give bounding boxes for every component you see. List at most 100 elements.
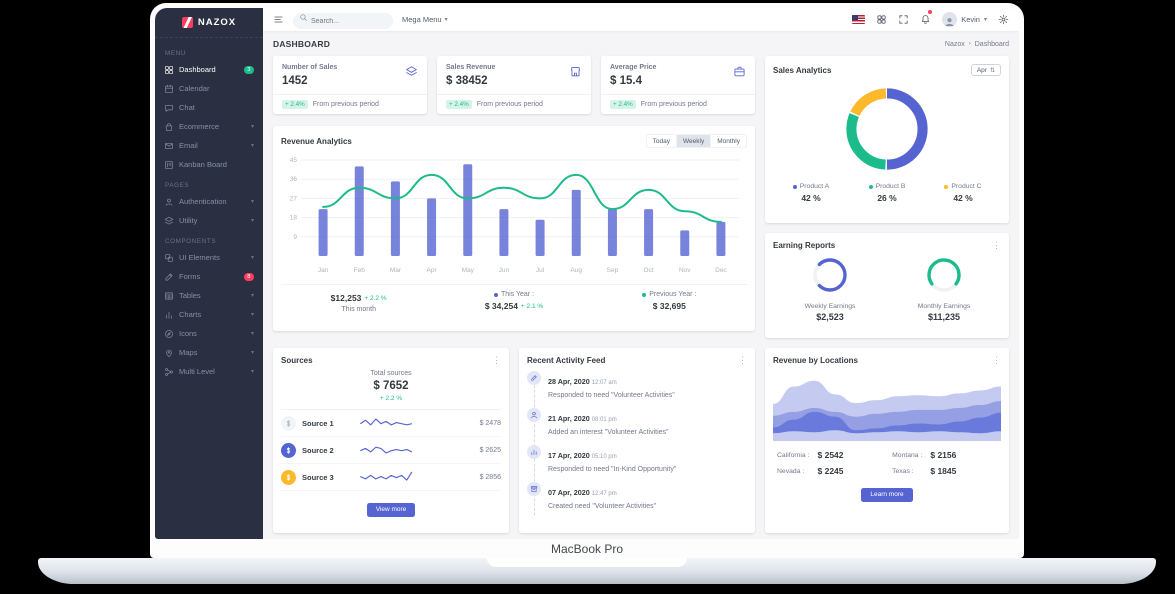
breadcrumb-link-home[interactable]: Nazox — [944, 40, 965, 48]
activity-item: 21 Apr, 2020 08:01 pm Added an interest "V… — [527, 408, 747, 436]
chevron-down-icon: ▾ — [250, 369, 254, 375]
svg-text:Dec: Dec — [715, 267, 727, 274]
sidebar-item-label: Forms — [179, 272, 201, 281]
location-value: $ 2156 — [930, 450, 957, 460]
archive-icon — [530, 486, 538, 492]
svg-text:Jan: Jan — [318, 267, 329, 274]
sidebar-item-ecommerce[interactable]: Ecommerce ▾ — [155, 117, 263, 136]
stack-icon — [406, 66, 417, 76]
learn-more-button[interactable]: Learn more — [861, 487, 913, 502]
language-flag-icon[interactable] — [852, 15, 866, 24]
chevron-down-icon: ▾ — [250, 124, 254, 130]
ecommerce-icon — [165, 122, 173, 131]
sidebar-item-tables[interactable]: Tables ▾ — [155, 286, 263, 305]
sidebar-item-forms[interactable]: Forms 8 — [155, 267, 263, 286]
breadcrumb-current: Dashboard — [974, 40, 1009, 48]
view-more-button[interactable]: View more — [366, 502, 416, 517]
charts-icon — [165, 311, 173, 319]
this-year-label: This Year : — [500, 291, 535, 298]
sidebar-item-multi-level[interactable]: Multi Level ▾ — [155, 362, 263, 381]
activity-icon-badge — [527, 445, 541, 459]
sidebar-item-utility[interactable]: Utility ▾ — [155, 211, 263, 230]
sidebar-item-icons[interactable]: Icons ▾ — [155, 324, 263, 343]
sales-donut-chart — [846, 88, 928, 170]
dollar-icon — [286, 446, 291, 454]
card-menu-button[interactable]: ⋮ — [492, 355, 501, 365]
forms-icon — [165, 273, 173, 280]
source-avatar — [281, 469, 296, 485]
revenue-footer: $12,253 + 2.2 % This month This Y — [281, 284, 747, 317]
main-area: Mega Menu ▾ — [263, 8, 1019, 539]
tab-weekly[interactable]: Weekly — [677, 134, 712, 148]
card-title: Sales Analytics — [773, 65, 832, 75]
this-month-delta: + 2.2 % — [364, 294, 387, 302]
source-value: $ 2856 — [479, 473, 501, 481]
sidebar-item-charts[interactable]: Charts ▾ — [155, 305, 263, 324]
stat-delta-badge: + 2.4% — [610, 100, 636, 109]
tab-monthly[interactable]: Monthly — [711, 134, 747, 148]
activity-item: 07 Apr, 2020 12:47 pm Created need "Volunt… — [527, 482, 747, 510]
app-logo[interactable]: NAZOX — [155, 8, 263, 38]
sidebar-item-kanban-board[interactable]: Kanban Board — [155, 155, 263, 174]
sidebar-item-calendar[interactable]: Calendar — [155, 79, 263, 98]
svg-text:27: 27 — [290, 195, 298, 202]
calendar-icon — [165, 84, 173, 93]
sidebar-item-label: Calendar — [179, 84, 210, 93]
stat-card-sales-revenue: Sales Revenue $ 38452 + 2.4% From previous … — [437, 56, 591, 114]
chevron-down-icon: ▾ — [250, 350, 254, 356]
multilevel-icon — [165, 367, 173, 376]
sidebar-item-label: Authentication — [179, 197, 227, 206]
revenue-period-tabs: Today Weekly Monthly — [645, 134, 747, 148]
activity-icon-badge — [527, 408, 541, 422]
dollar-icon — [286, 419, 291, 427]
sidebar-item-maps[interactable]: Maps ▾ — [155, 343, 263, 362]
card-title: Revenue Analytics — [281, 136, 352, 146]
sales-analytics-card: Sales Analytics Apr ⇅ Product A 42 % P — [765, 56, 1009, 223]
total-sources-label: Total sources — [370, 370, 412, 377]
mega-menu-button[interactable]: Mega Menu ▾ — [402, 15, 448, 24]
activity-date: 07 Apr, 2020 — [548, 488, 590, 497]
sidebar-item-dashboard[interactable]: Dashboard 3 — [155, 60, 263, 79]
legend-label: Product A — [799, 183, 830, 190]
card-menu-button[interactable]: ⋮ — [992, 355, 1001, 365]
notifications-button[interactable] — [920, 9, 933, 29]
hamburger-menu-icon[interactable] — [273, 14, 284, 25]
activity-time: 05:10 pm — [591, 454, 617, 460]
sidebar-item-ui-elements[interactable]: UI Elements ▾ — [155, 248, 263, 267]
menu-section-label: PAGES — [165, 182, 190, 189]
fullscreen-icon[interactable] — [898, 14, 909, 25]
earning-monthly-earnings: Monthly Earnings $11,235 — [887, 256, 1001, 322]
sidebar-item-authentication[interactable]: Authentication ▾ — [155, 192, 263, 211]
month-select[interactable]: Apr ⇅ — [970, 64, 1001, 76]
card-menu-button[interactable]: ⋮ — [738, 355, 747, 365]
sidebar-item-chat[interactable]: Chat — [155, 98, 263, 117]
sidebar-menu: MENU Dashboard 3 Calendar Chat Ecommerce ▾ Emai… — [155, 38, 263, 389]
legend-percent: 26 % — [877, 193, 897, 203]
stat-note: From previous period — [476, 101, 543, 108]
card-title: Recent Activity Feed — [527, 356, 606, 365]
user-menu[interactable]: Kevin ▾ — [942, 12, 987, 27]
sidebar-item-email[interactable]: Email ▾ — [155, 136, 263, 155]
earning-label: Weekly Earnings — [804, 303, 856, 310]
svg-text:Aug: Aug — [570, 267, 582, 274]
prev-year-value: $ 32,695 — [652, 301, 686, 311]
sources-card: Sources ⋮ Total sources $ 7652 + 2.2 % S… — [273, 348, 509, 533]
stat-note: From previous period — [312, 101, 379, 108]
location-label: California : — [777, 451, 810, 459]
search-input[interactable] — [293, 13, 393, 30]
gear-icon[interactable] — [998, 14, 1009, 25]
card-menu-button[interactable]: ⋮ — [992, 240, 1001, 250]
card-title: Sources — [281, 356, 313, 365]
stat-delta-badge: + 2.4% — [282, 100, 308, 109]
source-row: Source 3 $ 2856 — [281, 464, 501, 491]
legend-dot — [642, 292, 647, 297]
laptop-notch — [487, 558, 687, 567]
apps-grid-icon[interactable] — [876, 14, 887, 25]
page-title: DASHBOARD — [273, 39, 331, 49]
stat-label: Sales Revenue — [446, 64, 496, 71]
tab-today[interactable]: Today — [645, 134, 678, 148]
legend-item-product-b: Product B 26 % — [849, 183, 925, 203]
source-row: Source 2 $ 2625 — [281, 437, 501, 464]
revenue-analytics-card: Revenue Analytics Today Weekly Monthly 9 18… — [273, 126, 755, 331]
stat-value: $ 38452 — [446, 75, 488, 87]
